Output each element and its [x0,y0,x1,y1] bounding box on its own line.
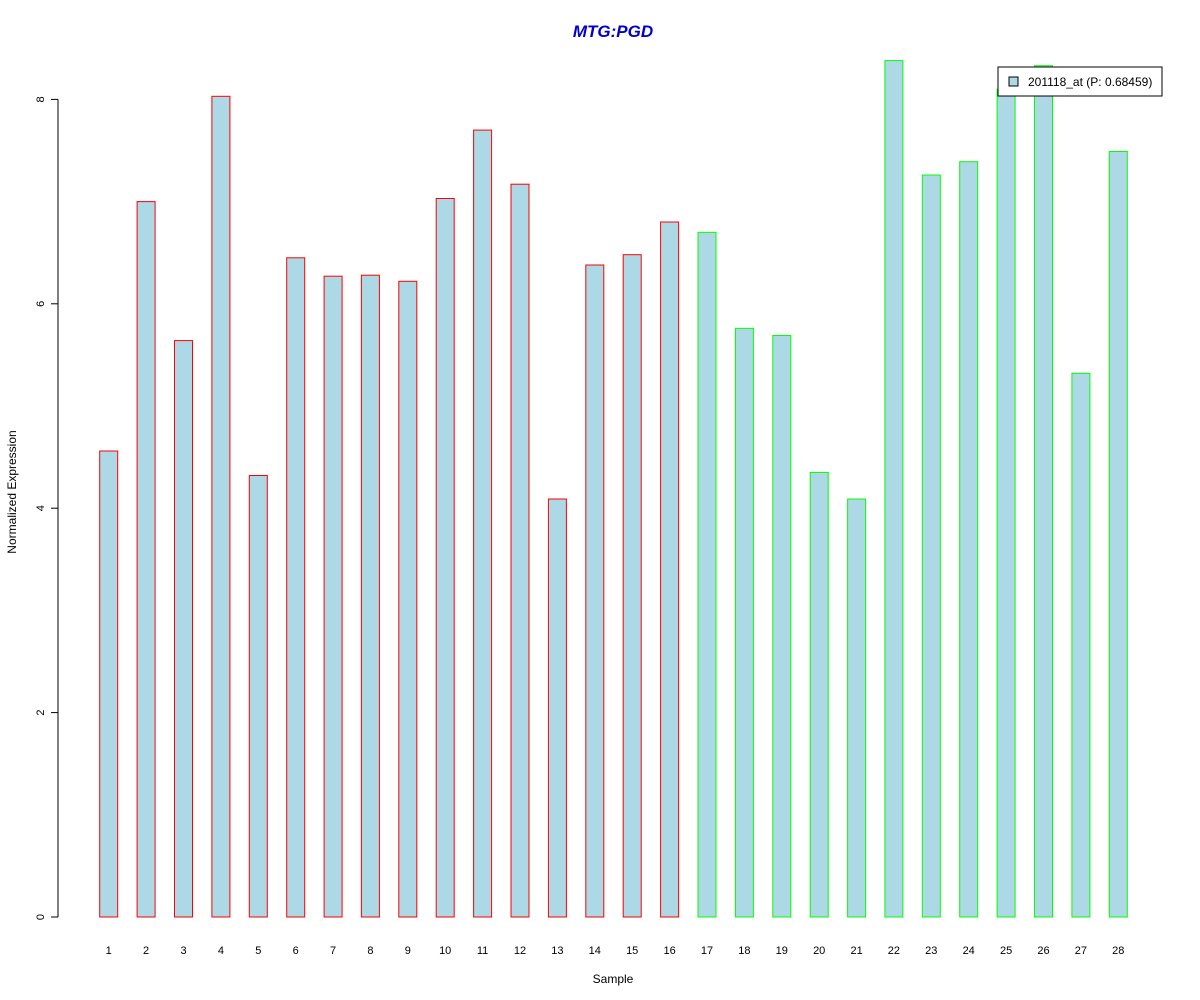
x-tick-label: 22 [888,945,900,957]
bar-sample-18 [734,327,754,918]
bar-sample-24 [959,161,979,918]
x-tick-label: 3 [180,945,186,957]
bar-sample-13 [547,498,567,918]
x-tick-label: 25 [1000,945,1012,957]
x-tick-label: 4 [218,945,224,957]
bar-sample-15 [622,254,642,918]
x-tick-label: 2 [143,945,149,957]
bar-sample-14 [585,264,605,918]
x-tick-label: 8 [367,945,373,957]
x-tick-label: 17 [701,945,713,957]
y-tick-label: 2 [35,710,47,716]
bar-sample-10 [435,198,455,918]
bar-sample-17 [697,231,717,918]
x-tick-label: 10 [439,945,451,957]
x-tick-label: 9 [405,945,411,957]
x-tick-label: 26 [1037,945,1049,957]
x-tick-label: 16 [663,945,675,957]
legend-box [997,66,1163,97]
bar-sample-21 [847,498,867,918]
bar-sample-16 [660,221,680,918]
x-tick-label: 28 [1112,945,1124,957]
bars-group [99,60,1128,918]
x-tick-label: 7 [330,945,336,957]
x-tick-label: 12 [514,945,526,957]
chart-title: MTG:PGD [573,22,653,41]
bar-sample-1 [99,450,119,918]
bar-sample-27 [1071,372,1091,918]
bar-sample-28 [1108,151,1128,918]
x-tick-label: 6 [293,945,299,957]
bar-sample-20 [809,471,829,918]
x-tick-label: 11 [477,945,488,957]
bar-sample-5 [248,475,268,918]
legend: 201118_at (P: 0.68459) [997,66,1163,97]
x-tick-label: 23 [925,945,937,957]
bar-sample-12 [510,183,530,918]
x-tick-label: 19 [776,945,788,957]
legend-swatch [1008,76,1019,87]
y-axis: 0 2 4 6 8 [35,96,59,920]
x-tick-label: 27 [1075,945,1087,957]
bar-sample-11 [473,129,493,918]
x-tick-label: 18 [738,945,750,957]
x-tick-label: 20 [813,945,825,957]
bar-sample-7 [323,275,343,918]
x-tick-label: 13 [551,945,563,957]
x-tick-label: 15 [626,945,638,957]
bar-sample-4 [211,95,231,918]
y-tick-label: 6 [35,301,47,307]
bar-sample-23 [921,174,941,918]
x-tick-label: 1 [106,945,112,957]
legend-label: 201118_at (P: 0.68459) [1028,75,1152,89]
x-tick-label: 14 [589,945,601,957]
bar-sample-26 [1034,65,1053,918]
bar-sample-9 [398,280,418,918]
x-tick-label: 24 [963,945,975,957]
y-tick-label: 0 [35,914,47,920]
bar-sample-22 [884,60,904,918]
bar-sample-19 [772,335,792,918]
bar-sample-2 [136,201,156,918]
y-tick-label: 8 [35,96,47,102]
x-axis-tick-labels: 1 2 3 4 5 6 7 8 9 10 11 12 13 14 15 16 17 18 19 20 21 22 23 24 2… [106,945,1125,957]
y-tick-label: 4 [35,505,47,511]
bar-sample-8 [360,274,380,918]
x-tick-label: 21 [850,945,862,957]
bar-sample-3 [174,340,193,918]
bar-sample-25 [996,88,1016,918]
x-tick-label: 5 [255,945,261,957]
y-axis-label: Normalized Expression [5,430,19,553]
bar-sample-6 [286,257,306,918]
x-axis-label: Sample [593,972,634,986]
